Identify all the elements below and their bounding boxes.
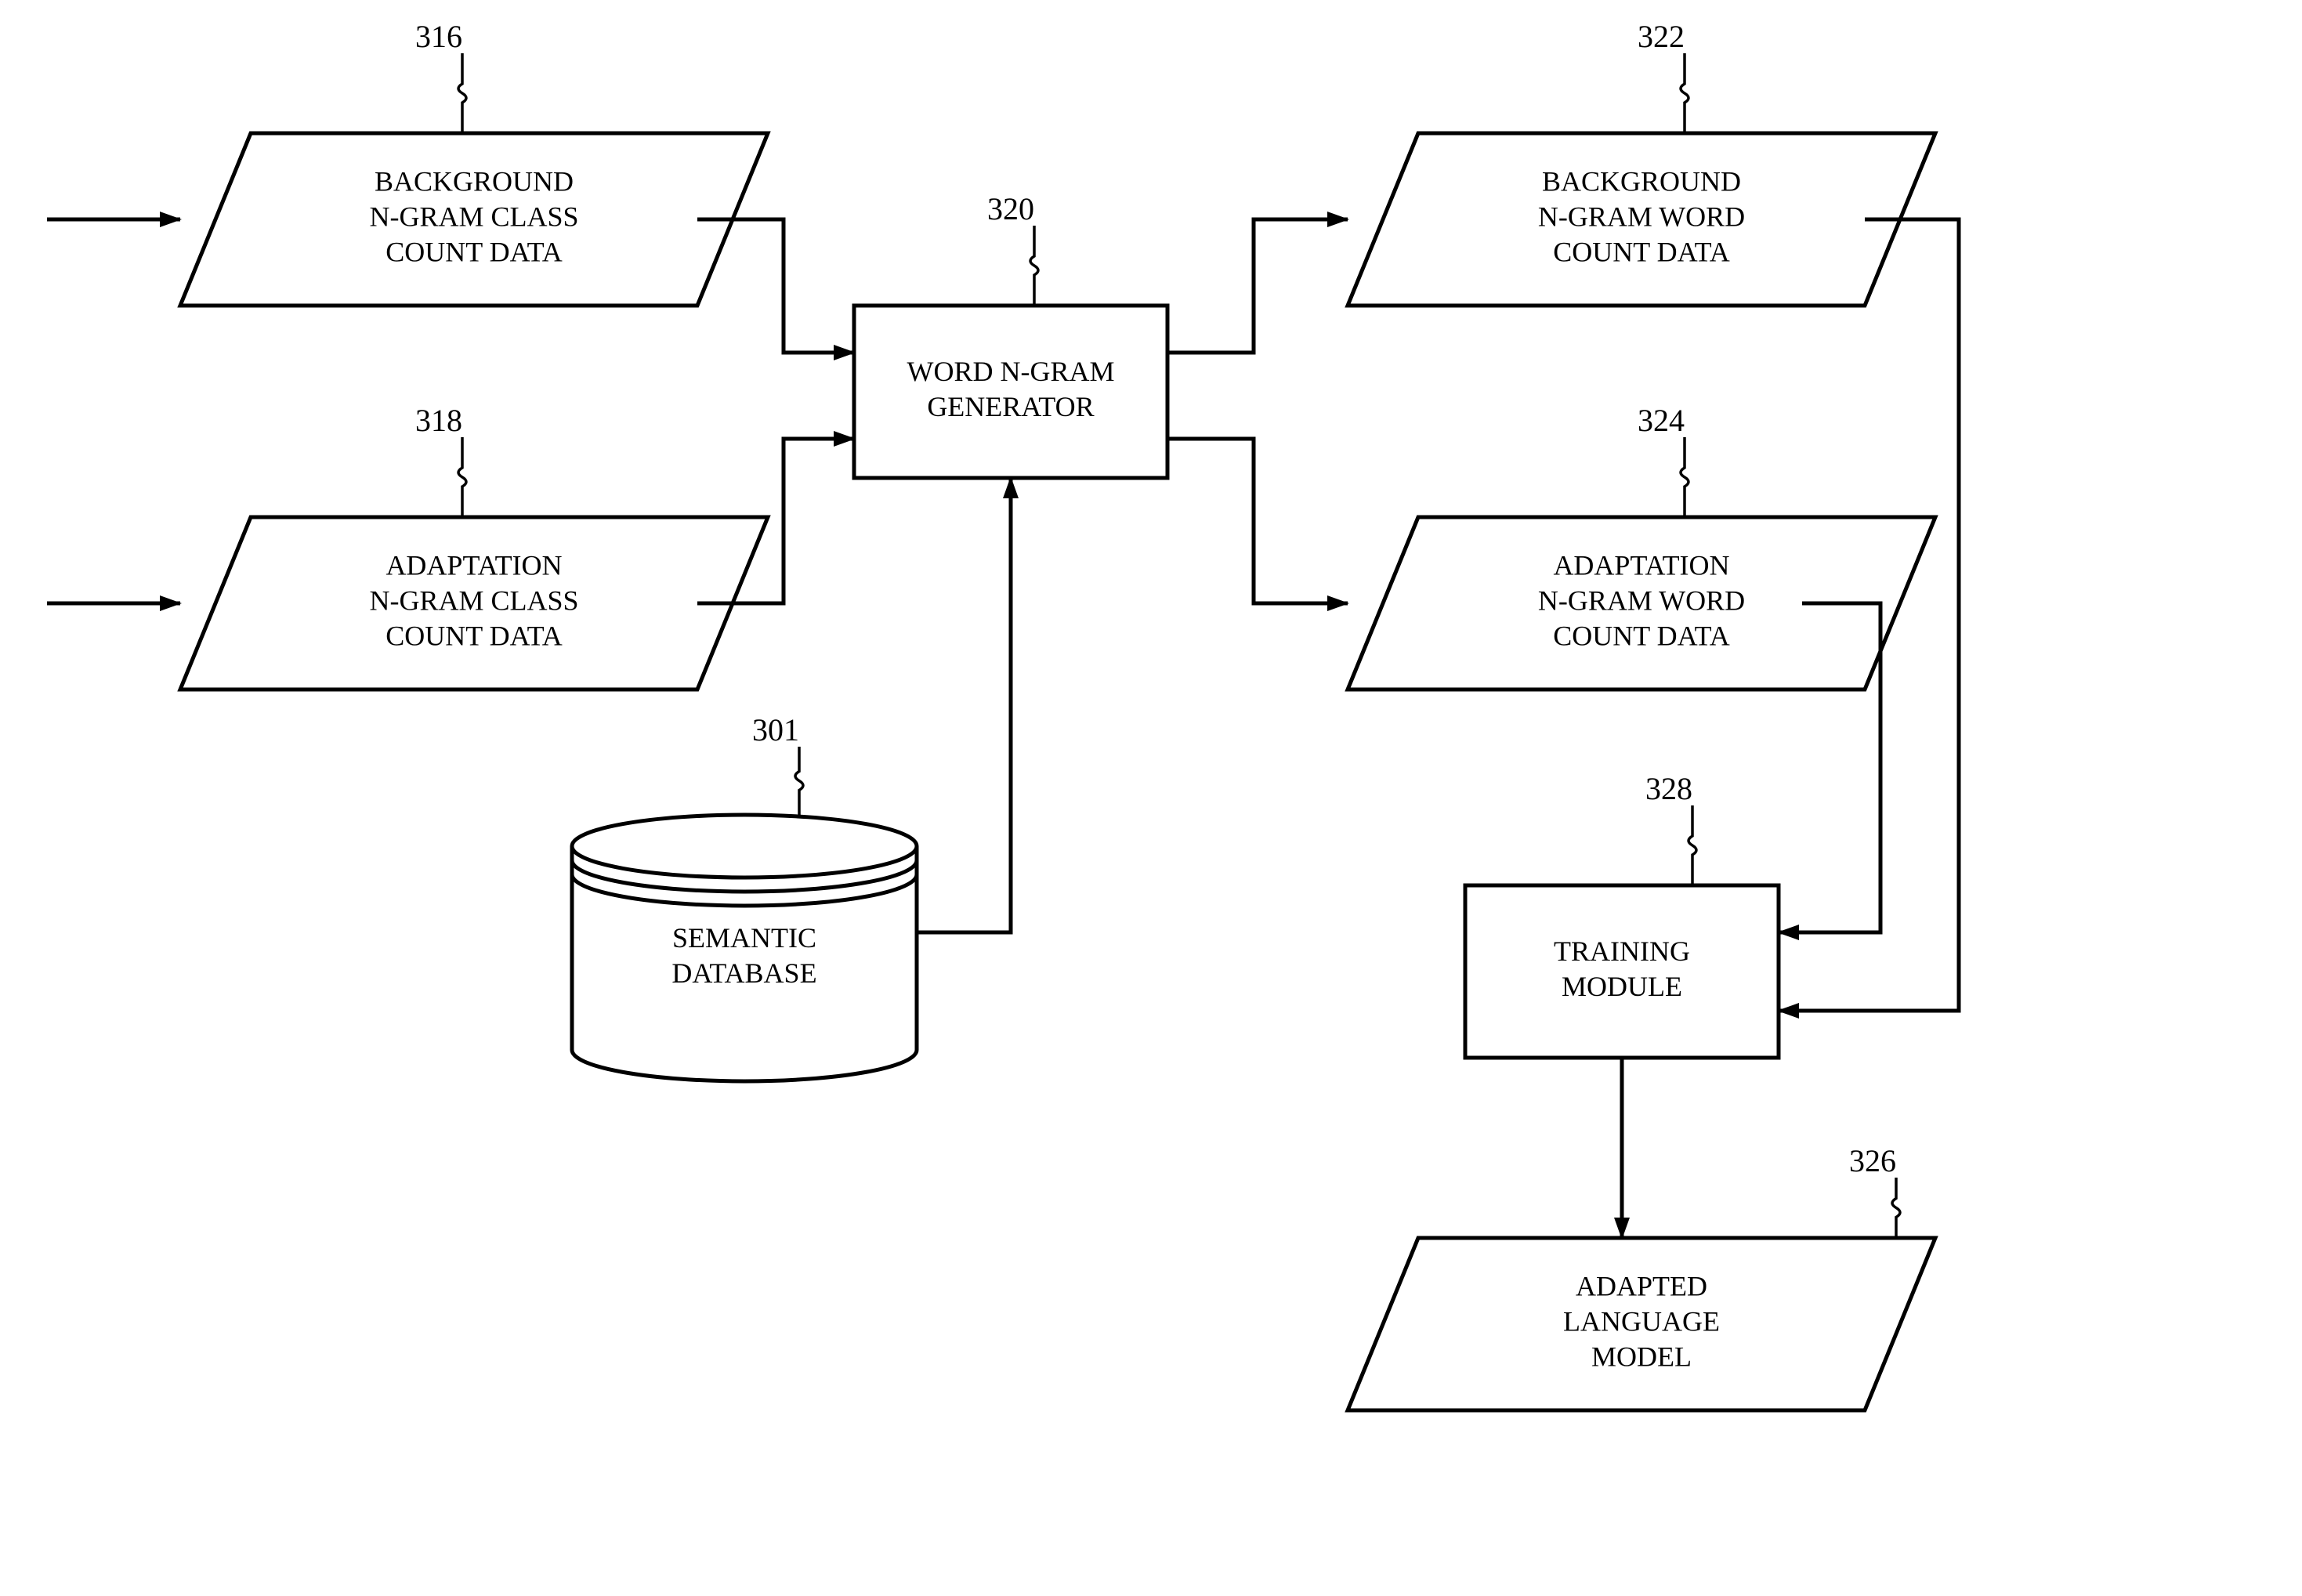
edge-5 <box>1167 219 1348 353</box>
svg-text:DATABASE: DATABASE <box>671 957 816 989</box>
ref-label-322: 322 <box>1638 19 1685 54</box>
svg-text:TRAINING: TRAINING <box>1554 936 1690 967</box>
svg-text:ADAPTATION: ADAPTATION <box>385 549 562 581</box>
edge-2 <box>697 219 854 353</box>
svg-text:BACKGROUND: BACKGROUND <box>375 165 574 197</box>
edge-8 <box>1779 603 1880 932</box>
svg-text:MODULE: MODULE <box>1562 971 1682 1002</box>
edge-7 <box>1779 219 1959 1011</box>
ref-label-328: 328 <box>1645 771 1692 806</box>
svg-text:N-GRAM CLASS: N-GRAM CLASS <box>369 584 578 616</box>
edge-3 <box>697 439 854 603</box>
svg-text:BACKGROUND: BACKGROUND <box>1542 165 1741 197</box>
svg-text:COUNT DATA: COUNT DATA <box>1553 620 1729 651</box>
svg-text:COUNT DATA: COUNT DATA <box>1553 236 1729 267</box>
svg-text:GENERATOR: GENERATOR <box>927 391 1094 422</box>
svg-text:COUNT DATA: COUNT DATA <box>385 620 562 651</box>
ref-label-320: 320 <box>987 191 1034 226</box>
edge-6 <box>1167 439 1348 603</box>
svg-text:COUNT DATA: COUNT DATA <box>385 236 562 267</box>
svg-text:ADAPTED: ADAPTED <box>1576 1270 1707 1301</box>
edge-4 <box>917 478 1011 932</box>
ref-label-318: 318 <box>415 403 462 438</box>
svg-text:SEMANTIC: SEMANTIC <box>672 922 816 954</box>
ref-label-316: 316 <box>415 19 462 54</box>
ref-label-326: 326 <box>1849 1143 1896 1178</box>
svg-text:LANGUAGE: LANGUAGE <box>1563 1305 1720 1337</box>
svg-text:N-GRAM WORD: N-GRAM WORD <box>1538 584 1745 616</box>
svg-text:N-GRAM WORD: N-GRAM WORD <box>1538 201 1745 232</box>
svg-text:ADAPTATION: ADAPTATION <box>1553 549 1729 581</box>
ref-label-324: 324 <box>1638 403 1685 438</box>
svg-text:N-GRAM CLASS: N-GRAM CLASS <box>369 201 578 232</box>
svg-text:WORD N-GRAM: WORD N-GRAM <box>907 356 1115 387</box>
ref-label-301: 301 <box>752 712 799 747</box>
svg-text:MODEL: MODEL <box>1591 1341 1692 1372</box>
